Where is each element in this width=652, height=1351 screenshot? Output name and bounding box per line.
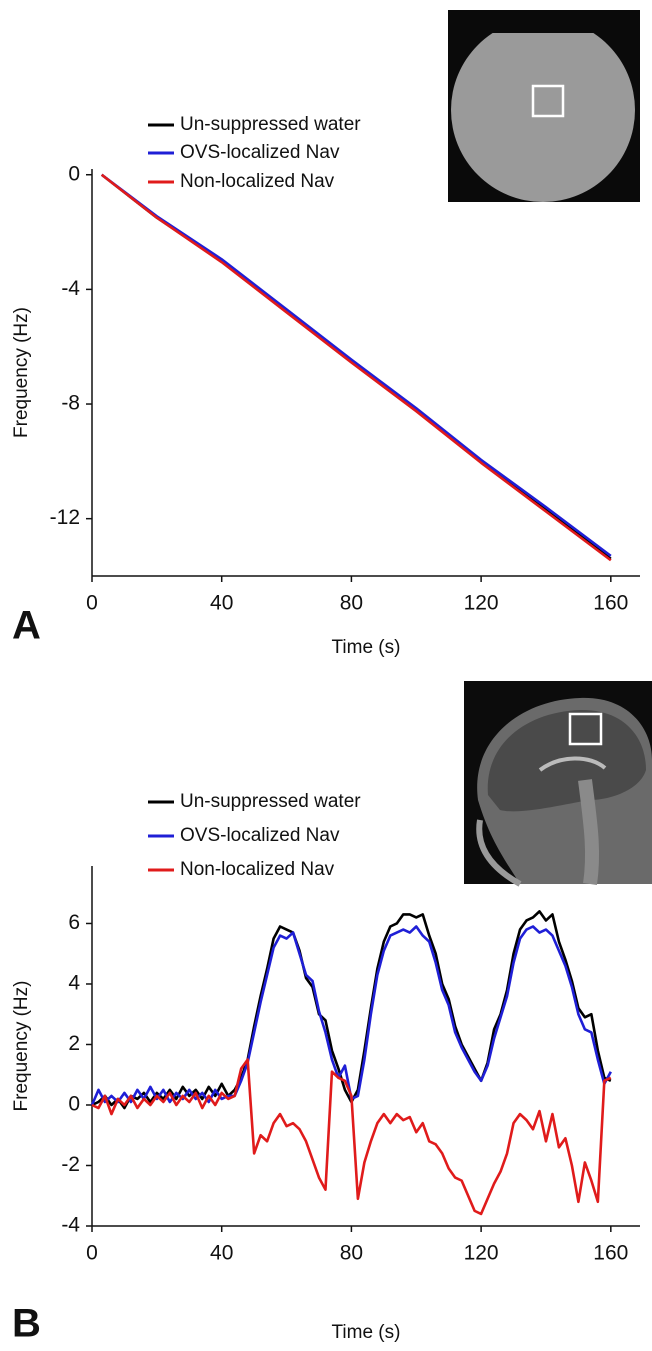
y-tick-label: -8 [61,392,80,415]
x-axis-label: Time (s) [332,637,401,658]
x-tick-label: 40 [210,1242,233,1265]
legend-label: Un-suppressed water [180,114,361,135]
y-tick-label: -4 [61,1214,80,1237]
panel-label: B [12,1302,41,1346]
x-tick-label: 0 [86,592,98,615]
y-tick-label: 6 [68,911,80,934]
y-axis-label: Frequency (Hz) [11,307,32,438]
legend-label: Non-localized Nav [180,859,335,880]
x-tick-label: 0 [86,1242,98,1265]
series-line [100,173,612,562]
x-tick-label: 80 [340,1242,363,1265]
x-tick-label: 160 [593,592,628,615]
x-tick-label: 120 [464,592,499,615]
legend-label: OVS-localized Nav [180,825,340,846]
series-line [90,925,612,1106]
legend-label: Non-localized Nav [180,171,335,192]
y-tick-label: 0 [68,1093,80,1116]
series-line [91,910,612,1110]
y-tick-label: -2 [61,1153,80,1176]
y-tick-label: -12 [50,506,80,529]
x-tick-label: 120 [464,1242,499,1265]
panel-label: A [12,604,41,648]
series-line [91,1058,612,1216]
x-axis-label: Time (s) [332,1322,401,1343]
y-tick-label: 4 [68,972,80,995]
x-tick-label: 160 [593,1242,628,1265]
series-line [100,173,612,557]
legend-label: OVS-localized Nav [180,142,340,163]
y-axis-label: Frequency (Hz) [11,981,32,1112]
x-tick-label: 80 [340,592,363,615]
legend-label: Un-suppressed water [180,791,361,812]
phantom-image [448,10,640,202]
y-tick-label: 0 [68,162,80,185]
x-tick-label: 40 [210,592,233,615]
y-tick-label: 2 [68,1032,80,1055]
y-tick-label: -4 [61,277,80,300]
brain-image [464,681,652,887]
